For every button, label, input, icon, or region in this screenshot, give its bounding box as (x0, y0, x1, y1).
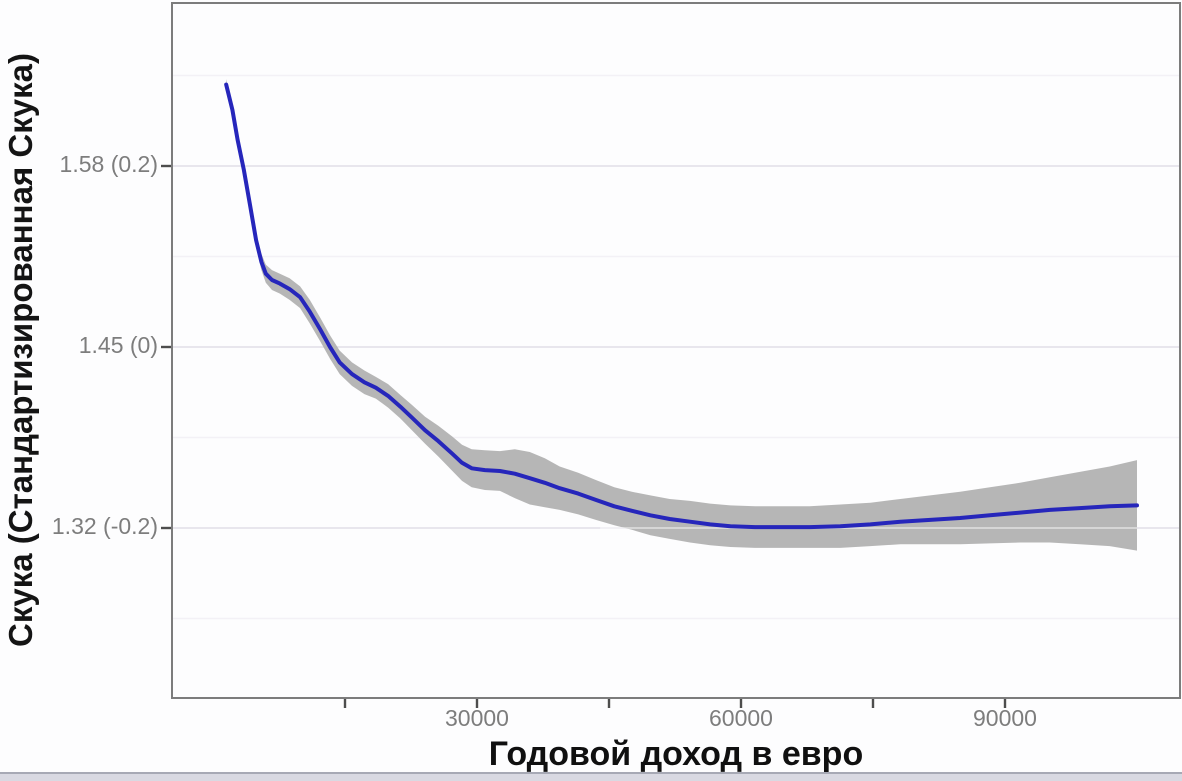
panel-border (171, 2, 1181, 699)
window-bottom-bar (0, 772, 1182, 781)
y-tick-label: 1.45 (0) (78, 332, 158, 358)
confidence-ribbon (226, 79, 1137, 551)
x-tick-label: 60000 (709, 705, 773, 731)
x-axis-title: Годовой доход в евро (488, 735, 864, 773)
x-tick-label: 90000 (973, 705, 1037, 731)
smooth-line (224, 82, 1139, 530)
y-tick-label: 1.58 (0.2) (59, 151, 158, 177)
y-tick-label: 1.32 (-0.2) (51, 513, 158, 539)
x-tick-label: 30000 (445, 705, 509, 731)
